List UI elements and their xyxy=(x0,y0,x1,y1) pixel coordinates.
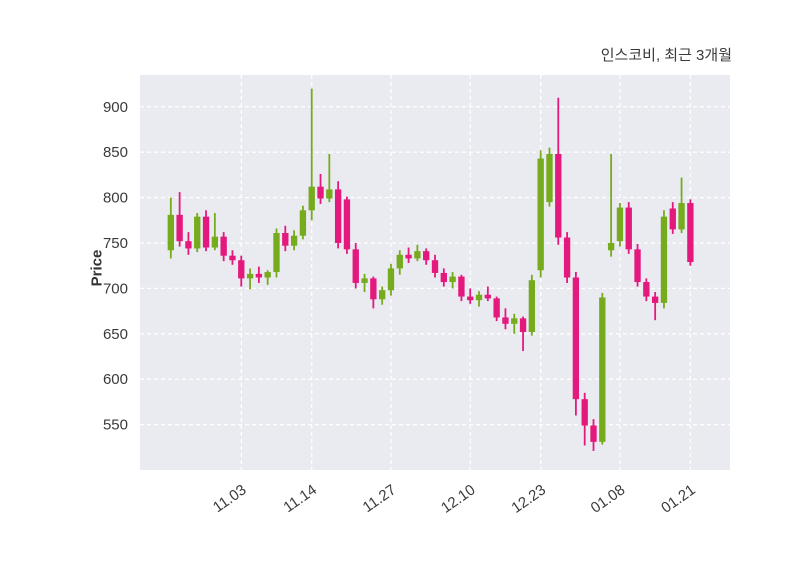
candle-body xyxy=(229,255,236,261)
candle-body xyxy=(502,317,509,324)
chart-title: 인스코비, 최근 3개월 xyxy=(600,47,732,64)
candle-body xyxy=(581,399,588,426)
candle-body xyxy=(264,272,271,278)
candle-body xyxy=(378,290,386,300)
y-tick-labels: 550 600 650 700 750 800 850 900 xyxy=(103,99,128,434)
candle-body xyxy=(387,268,395,291)
candle-body xyxy=(546,154,553,203)
candle-body xyxy=(211,236,219,248)
candle-body xyxy=(475,294,483,301)
candle-body xyxy=(687,203,694,263)
y-tick-label: 900 xyxy=(103,99,128,116)
candle-body xyxy=(370,278,377,300)
candle-body xyxy=(449,276,456,283)
x-tick-label: 12.23 xyxy=(508,481,549,516)
candle-body xyxy=(590,425,597,442)
candle-body xyxy=(484,294,492,299)
candle-body xyxy=(458,276,465,297)
candle-body xyxy=(572,277,580,400)
candle-body xyxy=(334,189,342,243)
candle-body xyxy=(167,214,174,251)
x-tick-label: 12.10 xyxy=(438,481,479,516)
candle-body xyxy=(563,237,571,278)
candle-body xyxy=(634,249,641,283)
candle-body xyxy=(651,296,659,303)
candle-body xyxy=(625,207,632,250)
candle-body xyxy=(607,242,615,251)
candle-body xyxy=(290,235,298,246)
y-axis-label: Price xyxy=(88,249,106,287)
candle-body xyxy=(326,189,333,199)
y-tick-label: 750 xyxy=(103,235,128,252)
candle-body xyxy=(185,241,192,249)
candle-body xyxy=(519,318,527,332)
candle-body xyxy=(423,251,430,261)
candle-body xyxy=(246,273,254,279)
candle-body xyxy=(282,233,289,246)
candle-body xyxy=(343,199,351,250)
candle-body xyxy=(414,251,421,259)
candle-body xyxy=(678,203,685,230)
candle-body xyxy=(396,254,403,269)
candle-body xyxy=(660,216,668,303)
candle-body xyxy=(643,282,650,297)
candle-body xyxy=(467,296,474,301)
candle-body xyxy=(255,273,263,278)
candle-body xyxy=(528,280,536,332)
candle-body xyxy=(361,278,368,283)
candle-body xyxy=(537,158,544,271)
candle-body xyxy=(599,297,606,442)
candle-body xyxy=(202,216,210,248)
y-tick-label: 600 xyxy=(103,371,128,388)
candle-body xyxy=(555,154,562,238)
candle-body xyxy=(299,210,307,236)
candles xyxy=(167,88,694,451)
y-tick-label: 850 xyxy=(103,144,128,161)
candle-body xyxy=(440,272,447,283)
candle-body xyxy=(493,298,500,318)
x-tick-label: 11.27 xyxy=(360,481,400,516)
candle-body xyxy=(220,236,227,256)
candle-body xyxy=(238,260,245,279)
candle-body xyxy=(352,249,359,283)
candle-body xyxy=(511,318,518,324)
y-tick-label: 800 xyxy=(103,190,128,207)
x-tick-label: 01.08 xyxy=(588,481,629,516)
y-tick-label: 700 xyxy=(103,280,128,297)
candle-body xyxy=(273,233,280,273)
candle-body xyxy=(405,254,412,259)
y-tick-label: 650 xyxy=(103,326,128,343)
x-tick-label: 01.21 xyxy=(658,481,699,516)
candle-body xyxy=(176,214,183,242)
candle-body xyxy=(317,186,324,199)
y-tick-label: 550 xyxy=(103,417,128,434)
x-tick-label: 11.14 xyxy=(280,481,320,516)
candle-body xyxy=(431,260,439,273)
candle-body xyxy=(616,207,624,242)
x-tick-label: 11.03 xyxy=(210,481,250,516)
candle-body xyxy=(308,186,315,211)
x-tick-labels: 11.03 11.14 11.27 12.10 12.23 01.08 01.21 xyxy=(210,481,699,516)
candle-body xyxy=(194,216,201,249)
candle-body xyxy=(669,208,676,230)
